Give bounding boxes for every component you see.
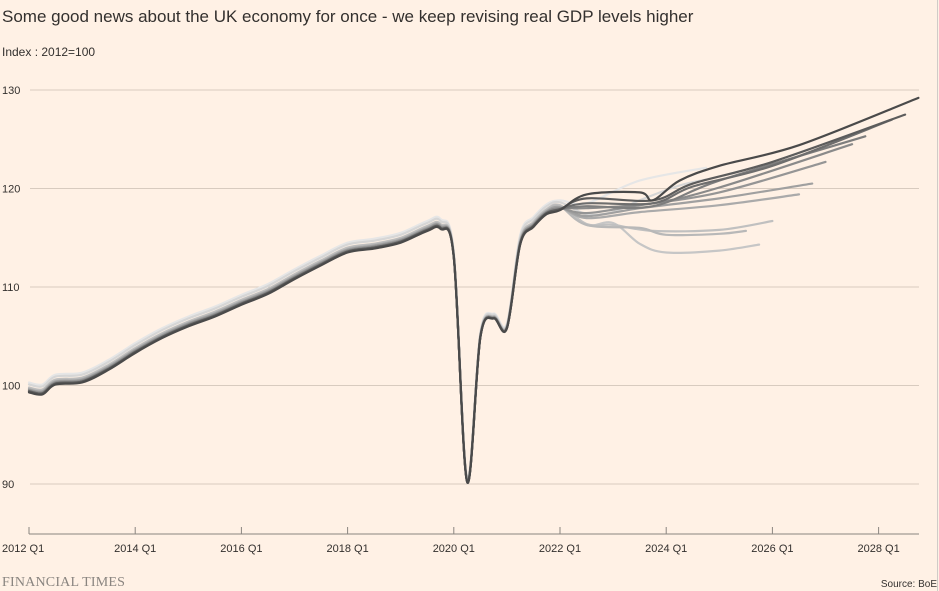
x-tick-label: 2022 Q1 — [539, 543, 581, 555]
x-tick-label: 2020 Q1 — [433, 543, 475, 555]
y-tick-label: 100 — [2, 381, 20, 393]
y-tick-label: 120 — [2, 184, 20, 196]
right-border — [937, 0, 938, 591]
series-line — [27, 96, 920, 484]
gridlines — [30, 89, 919, 485]
x-tick-label: 2016 Q1 — [220, 543, 262, 555]
series-line — [27, 160, 827, 483]
x-tick-label: 2014 Q1 — [114, 543, 156, 555]
y-tick-label: 130 — [2, 85, 20, 97]
series-line — [27, 166, 708, 479]
series-line — [27, 143, 854, 483]
chart-title: Some good news about the UK economy for … — [2, 7, 694, 26]
x-tick-label: 2018 Q1 — [326, 543, 368, 555]
x-tick-label: 2012 Q1 — [2, 543, 44, 555]
x-tick-label: 2024 Q1 — [645, 543, 687, 555]
y-tick-label: 110 — [2, 282, 20, 294]
x-axis: 2012 Q1 2014 Q1 2016 Q1 2018 Q1 2020 Q1 2022 … — [2, 527, 919, 555]
y-tick-label: 90 — [2, 479, 14, 491]
chart-subtitle: Index : 2012=100 — [2, 45, 96, 59]
source-note: Source: BoE — [880, 579, 937, 590]
series-lines — [27, 96, 920, 484]
y-axis-labels: 90 100 110 120 130 — [2, 85, 20, 491]
x-tick-label: 2028 Q1 — [857, 543, 899, 555]
series-line — [27, 178, 708, 480]
x-tick-label: 2026 Q1 — [751, 543, 793, 555]
ft-logo: FINANCIAL TIMES — [2, 575, 126, 590]
